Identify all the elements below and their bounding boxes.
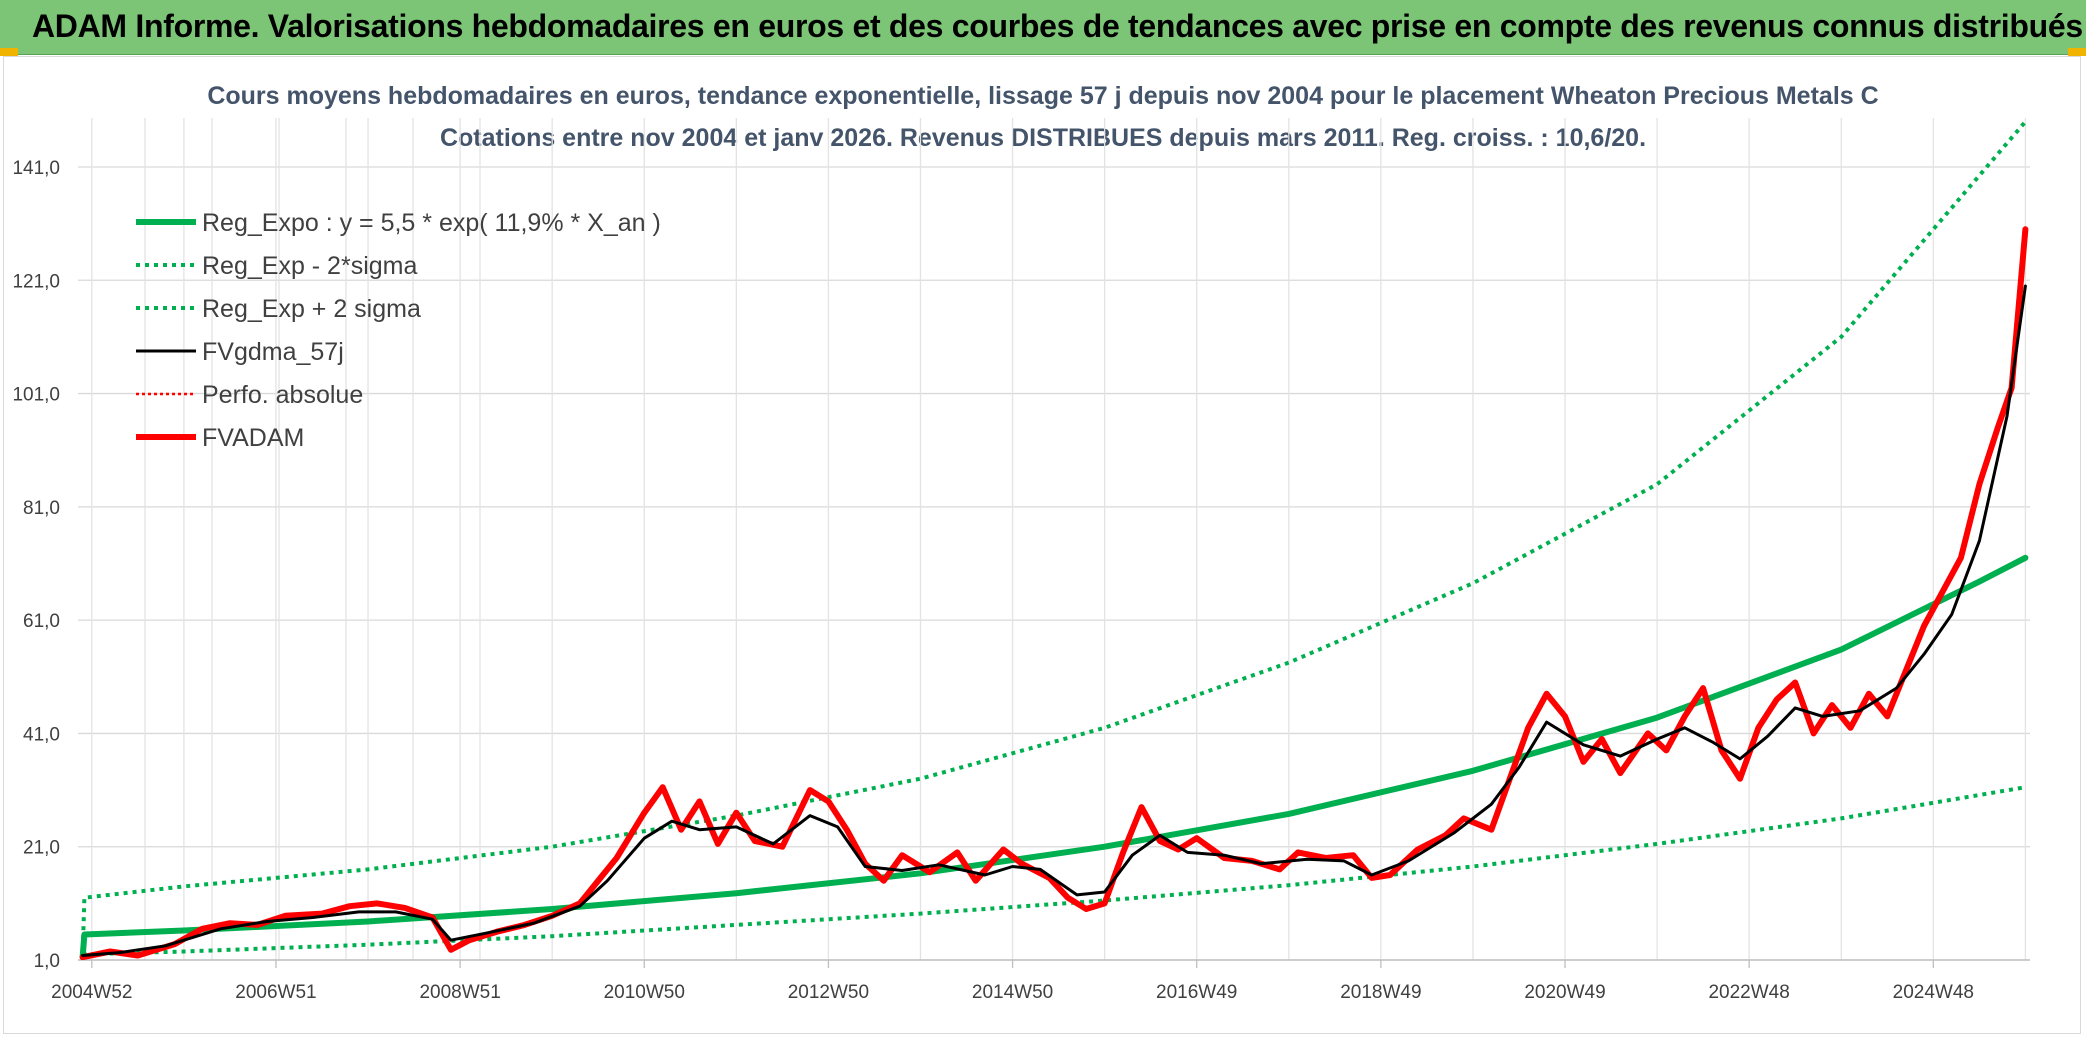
x-tick-label: 2018W49: [1340, 982, 1421, 1003]
legend-label: Reg_Expo : y = 5,5 * exp( 11,9% * X_an ): [202, 209, 661, 237]
x-tick-label: 2006W51: [235, 982, 316, 1003]
chart-subtitle: Cotations entre nov 2004 et janv 2026. R…: [439, 124, 1647, 152]
y-tick-label: 121,0: [12, 271, 60, 292]
y-tick-label: 61,0: [23, 611, 60, 632]
x-tick-label: 2020W49: [1524, 982, 1605, 1003]
report-banner: ADAM Informe. Valorisations hebdomadaire…: [0, 0, 2086, 56]
banner-corner-right: [2068, 48, 2086, 56]
banner-corner-left: [0, 48, 18, 56]
chart-frame: [3, 56, 2081, 1034]
legend-label: FVgdma_57j: [202, 338, 344, 366]
y-tick-label: 21,0: [23, 838, 60, 859]
y-tick-label: 101,0: [12, 385, 60, 406]
x-tick-label: 2014W50: [972, 982, 1053, 1003]
legend-label: FVADAM: [202, 424, 304, 452]
report-title: ADAM Informe. Valorisations hebdomadaire…: [32, 8, 2083, 44]
x-tick-label: 2012W50: [788, 982, 869, 1003]
series-line-3: [81, 284, 2027, 957]
legend-label: Reg_Exp - 2*sigma: [202, 252, 417, 280]
x-tick-label: 2016W49: [1156, 982, 1237, 1003]
y-tick-label: 81,0: [23, 498, 60, 519]
y-tick-label: 1,0: [34, 951, 60, 972]
chart-title: Cours moyens hebdomadaires en euros, ten…: [207, 82, 1879, 110]
x-tick-label: 2008W51: [419, 982, 500, 1003]
series-line-0: [79, 554, 2029, 960]
x-tick-label: 2010W50: [604, 982, 685, 1003]
x-tick-label: 2022W48: [1708, 982, 1789, 1003]
y-tick-label: 41,0: [23, 724, 60, 745]
series-line-1: [82, 785, 2026, 957]
x-tick-label: 2024W48: [1893, 982, 1974, 1003]
legend-label: Perfo. absolue: [202, 381, 363, 409]
y-tick-label: 141,0: [12, 158, 60, 179]
legend-label: Reg_Exp + 2 sigma: [202, 295, 421, 323]
x-tick-label: 2004W52: [51, 982, 132, 1003]
series-line-5: [79, 226, 2029, 960]
